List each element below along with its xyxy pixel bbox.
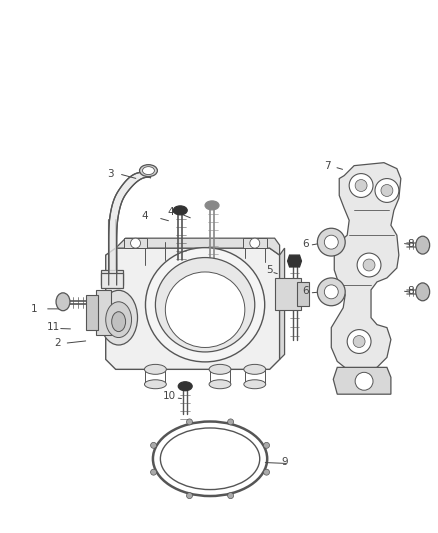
Polygon shape — [101, 270, 123, 285]
Circle shape — [357, 253, 381, 277]
Polygon shape — [96, 290, 111, 335]
Text: 6: 6 — [302, 286, 308, 296]
Polygon shape — [124, 238, 148, 248]
Ellipse shape — [100, 290, 138, 345]
Text: 4: 4 — [142, 211, 148, 221]
Circle shape — [355, 180, 367, 191]
Text: 8: 8 — [407, 239, 414, 249]
Ellipse shape — [140, 165, 157, 176]
Circle shape — [347, 329, 371, 353]
Circle shape — [353, 336, 365, 348]
Ellipse shape — [106, 302, 131, 337]
Polygon shape — [275, 278, 301, 310]
Ellipse shape — [112, 312, 126, 332]
Polygon shape — [279, 248, 285, 359]
Circle shape — [318, 228, 345, 256]
Circle shape — [324, 235, 338, 249]
Ellipse shape — [145, 248, 265, 362]
Text: 9: 9 — [281, 457, 288, 467]
Polygon shape — [288, 255, 301, 267]
Circle shape — [151, 442, 156, 448]
Ellipse shape — [244, 365, 266, 374]
Polygon shape — [331, 163, 401, 372]
Circle shape — [349, 174, 373, 197]
Circle shape — [381, 184, 393, 197]
Text: 10: 10 — [162, 391, 176, 401]
Polygon shape — [109, 173, 150, 285]
Text: 11: 11 — [47, 322, 60, 333]
Ellipse shape — [178, 382, 192, 391]
Text: 7: 7 — [325, 161, 331, 171]
Ellipse shape — [173, 206, 187, 215]
Polygon shape — [297, 282, 309, 306]
Circle shape — [151, 469, 156, 475]
Ellipse shape — [160, 428, 260, 490]
Circle shape — [187, 492, 192, 499]
Ellipse shape — [416, 236, 430, 254]
Ellipse shape — [209, 380, 231, 389]
Circle shape — [228, 419, 233, 425]
Ellipse shape — [244, 380, 266, 389]
Polygon shape — [101, 273, 123, 288]
Polygon shape — [116, 238, 279, 255]
Circle shape — [324, 285, 338, 299]
Circle shape — [250, 238, 260, 248]
Polygon shape — [243, 238, 267, 248]
Circle shape — [228, 492, 233, 499]
Circle shape — [187, 419, 192, 425]
Circle shape — [264, 442, 269, 448]
Ellipse shape — [56, 293, 70, 311]
Text: 5: 5 — [266, 265, 272, 274]
Circle shape — [131, 238, 141, 248]
Ellipse shape — [145, 380, 166, 389]
Text: 6: 6 — [302, 239, 308, 249]
Text: 1: 1 — [31, 304, 37, 314]
Ellipse shape — [205, 201, 219, 210]
Text: 3: 3 — [107, 169, 113, 179]
Ellipse shape — [165, 272, 245, 348]
Text: 2: 2 — [55, 338, 61, 348]
Ellipse shape — [209, 365, 231, 374]
Ellipse shape — [155, 257, 255, 352]
Circle shape — [318, 278, 345, 306]
Polygon shape — [106, 248, 279, 369]
Ellipse shape — [416, 283, 430, 301]
Ellipse shape — [142, 167, 155, 175]
Circle shape — [355, 373, 373, 390]
Text: 4: 4 — [168, 207, 174, 217]
Circle shape — [375, 179, 399, 203]
Ellipse shape — [145, 365, 166, 374]
Circle shape — [264, 469, 269, 475]
Polygon shape — [333, 367, 391, 394]
Circle shape — [363, 259, 375, 271]
Polygon shape — [86, 295, 98, 329]
Text: 8: 8 — [407, 286, 414, 296]
